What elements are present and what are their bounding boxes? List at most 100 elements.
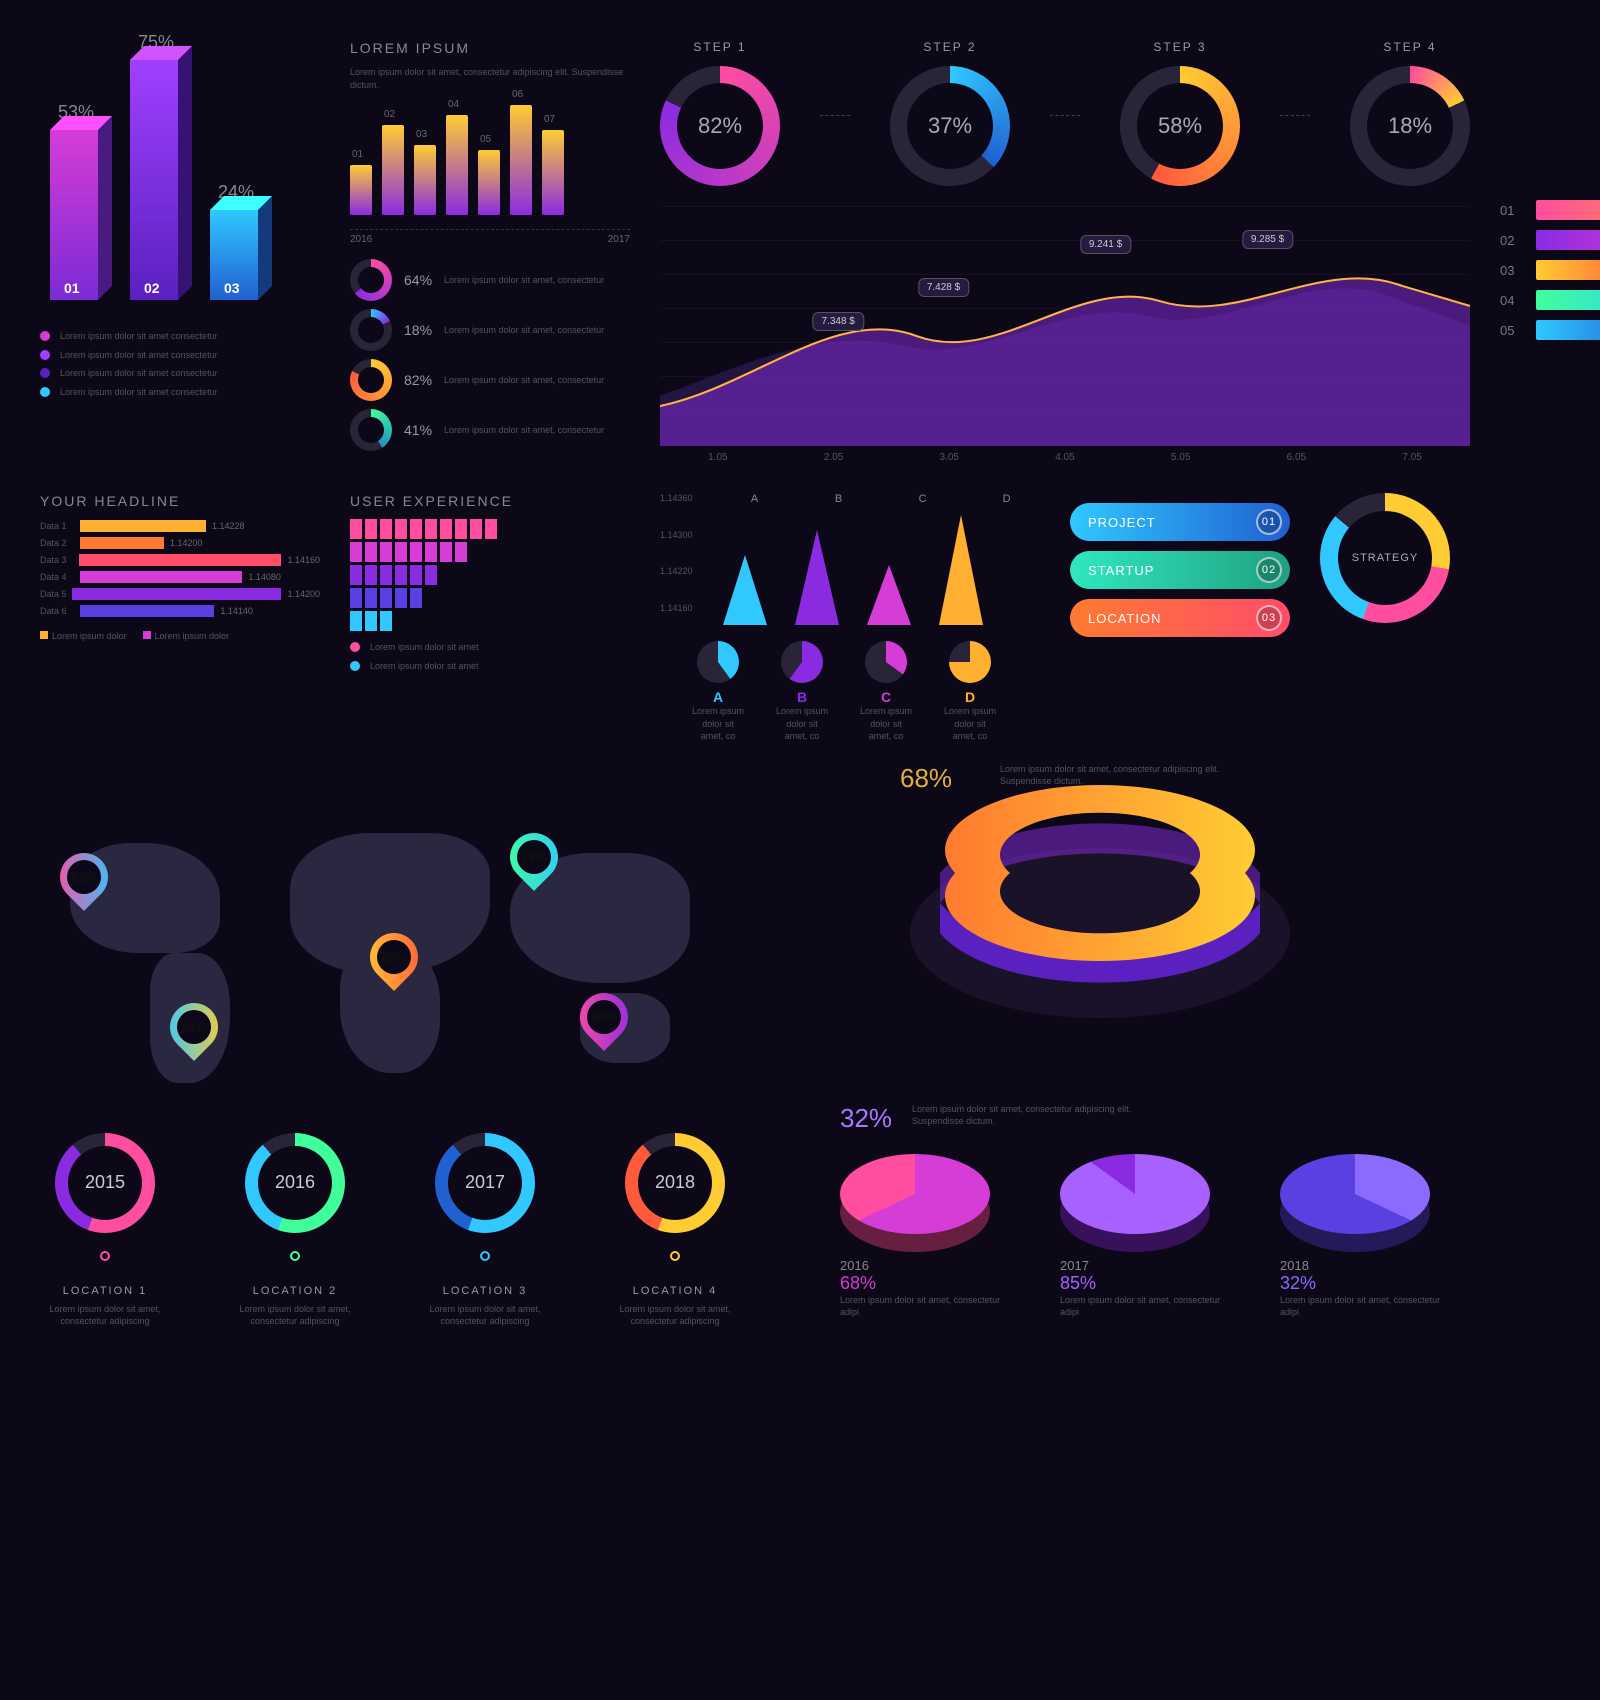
person-icon xyxy=(350,519,362,539)
userexp-title: USER EXPERIENCE xyxy=(350,493,630,509)
person-icon xyxy=(380,588,392,608)
headline-bar: Data 41.14080 xyxy=(40,570,320,584)
legend-item: Lorem ipsum dolor sit amet xyxy=(350,660,630,673)
people-row xyxy=(350,542,630,562)
bar-3d: 53% 01 xyxy=(50,130,110,300)
mini-bar: 02 xyxy=(382,125,404,215)
person-icon xyxy=(455,542,467,562)
bars-3d-panel: 53% 0175% 0224% 03 Lorem ipsum dolor sit… xyxy=(40,40,320,463)
cone-label: BLorem ipsum dolor sit amet, co xyxy=(774,635,830,743)
year-pin: 2018 LOCATION 4 Lorem ipsum dolor sit am… xyxy=(610,1133,740,1328)
mini-bar: 03 xyxy=(414,145,436,215)
person-icon xyxy=(470,519,482,539)
minibars-panel: Lorem Ipsum Lorem ipsum dolor sit amet, … xyxy=(350,40,630,463)
lorem-title: Lorem Ipsum xyxy=(350,40,630,56)
legend-item: Lorem ipsum dolor sit amet consectetur xyxy=(40,386,320,399)
person-icon xyxy=(485,519,497,539)
step-donut: STEP 3 58% xyxy=(1120,40,1240,186)
hbars-panel: 01Lorem02Ipsum03Dolor04Sit05Amet xyxy=(1500,40,1600,463)
pill-button[interactable]: PROJECT01 xyxy=(1070,503,1290,541)
strategy-donut: STRATEGY xyxy=(1320,493,1450,623)
bar-3d: 75% 02 xyxy=(130,60,190,300)
person-icon xyxy=(425,565,437,585)
person-icon xyxy=(410,519,422,539)
person-icon xyxy=(395,565,407,585)
person-icon xyxy=(350,611,362,631)
pill-button[interactable]: STARTUP02 xyxy=(1070,551,1290,589)
hbar: 02Ipsum xyxy=(1500,230,1600,250)
step-donut: STEP 4 18% xyxy=(1350,40,1470,186)
legend-item: Lorem ipsum dolor sit amet consectetur xyxy=(40,330,320,343)
cones-panel: 1.143601.143001.142201.14160 ABCD ALorem… xyxy=(660,493,1040,743)
axis-left: 2016 xyxy=(350,234,372,245)
center-panel: STEP 1 82% STEP 2 37% STEP 3 58% STEP 4 … xyxy=(660,40,1470,463)
year-pin: 2017 LOCATION 3 Lorem ipsum dolor sit am… xyxy=(420,1133,550,1328)
cone-label: ALorem ipsum dolor sit amet, co xyxy=(690,635,746,743)
legend-item: Lorem ipsum dolor sit amet consectetur xyxy=(40,367,320,380)
area-callout: 7.348 $ xyxy=(813,312,864,331)
person-icon xyxy=(350,542,362,562)
people-row xyxy=(350,519,630,539)
year-pin: 2015 LOCATION 1 Lorem ipsum dolor sit am… xyxy=(40,1133,170,1328)
pie-3d: 2016 68% Lorem ipsum dolor sit amet, con… xyxy=(840,1154,1020,1319)
headline-bar: Data 11.14228 xyxy=(40,519,320,533)
person-icon xyxy=(455,519,467,539)
map-panel: 82%24%68%18%54% xyxy=(40,763,800,1093)
hbar: 05Amet xyxy=(1500,320,1600,340)
person-icon xyxy=(410,565,422,585)
cone-label: DLorem ipsum dolor sit amet, co xyxy=(942,635,998,743)
person-icon xyxy=(380,542,392,562)
mini-donut-row: 64%Lorem ipsum dolor sit amet, consectet… xyxy=(350,259,630,301)
person-icon xyxy=(350,565,362,585)
axis-right: 2017 xyxy=(608,234,630,245)
person-icon xyxy=(365,519,377,539)
headline-bar: Data 51.14200 xyxy=(40,587,320,601)
legend-item: Lorem ipsum dolor xyxy=(143,626,230,644)
person-icon xyxy=(395,519,407,539)
mini-bar: 06 xyxy=(510,105,532,215)
person-icon xyxy=(410,588,422,608)
cone xyxy=(795,530,839,625)
person-icon xyxy=(410,542,422,562)
bot-pct: 32% xyxy=(840,1103,892,1134)
cone xyxy=(867,565,911,625)
mini-bar: 05 xyxy=(478,150,500,215)
people-row xyxy=(350,565,630,585)
person-icon xyxy=(365,611,377,631)
legend-item: Lorem ipsum dolor xyxy=(40,626,127,644)
person-icon xyxy=(350,588,362,608)
person-icon xyxy=(380,565,392,585)
person-icon xyxy=(425,542,437,562)
person-icon xyxy=(395,542,407,562)
step-donut: STEP 2 37% xyxy=(890,40,1010,186)
mini-bar: 07 xyxy=(542,130,564,215)
user-exp-panel: USER EXPERIENCE Lorem ipsum dolor sit am… xyxy=(350,493,630,743)
pie-3d: 2018 32% Lorem ipsum dolor sit amet, con… xyxy=(1280,1154,1460,1319)
step-donut: STEP 1 82% xyxy=(660,40,780,186)
mini-bar: 01 xyxy=(350,165,372,215)
cone xyxy=(939,515,983,625)
person-icon xyxy=(440,519,452,539)
area-callout: 9.241 $ xyxy=(1080,235,1131,254)
area-callout: 9.285 $ xyxy=(1242,230,1293,249)
person-icon xyxy=(380,611,392,631)
cone xyxy=(723,555,767,625)
area-callout: 7.428 $ xyxy=(918,278,969,297)
pill-button[interactable]: LOCATION03 xyxy=(1070,599,1290,637)
people-row xyxy=(350,611,630,631)
legend-item: Lorem ipsum dolor sit amet consectetur xyxy=(40,349,320,362)
headline-panel: YOUR HEADLINE Data 11.14228 Data 21.14200… xyxy=(40,493,320,743)
hbar: 01Lorem xyxy=(1500,200,1600,220)
year-pins-panel: 2015 LOCATION 1 Lorem ipsum dolor sit am… xyxy=(40,1103,800,1328)
people-row xyxy=(350,588,630,608)
person-icon xyxy=(365,588,377,608)
big-donut-panel: 68% Lorem ipsum dolor sit amet, consecte… xyxy=(840,763,1560,1093)
person-icon xyxy=(365,542,377,562)
pills-strategy-panel: PROJECT01 STARTUP02 LOCATION03 STRATEGY xyxy=(1070,493,1560,743)
cone-label: CLorem ipsum dolor sit amet, co xyxy=(858,635,914,743)
pies-desc: Lorem ipsum dolor sit amet, consectetur … xyxy=(912,1103,1172,1128)
mini-donut-row: 82%Lorem ipsum dolor sit amet, consectet… xyxy=(350,359,630,401)
headline-title: YOUR HEADLINE xyxy=(40,493,320,509)
headline-bar: Data 21.14200 xyxy=(40,536,320,550)
person-icon xyxy=(440,542,452,562)
